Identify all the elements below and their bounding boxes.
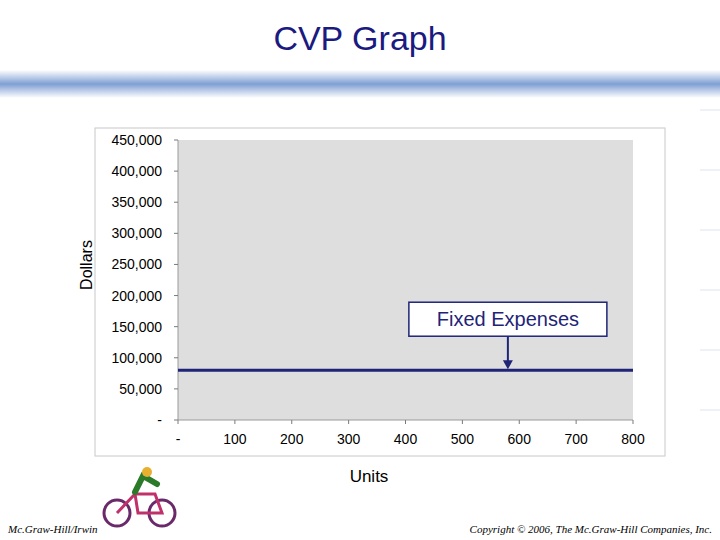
arrow-head <box>503 360 513 369</box>
y-tick-label: 400,000 <box>111 163 162 179</box>
annotation-arrow <box>507 336 509 361</box>
decoration <box>700 230 720 231</box>
y-axis <box>178 140 179 420</box>
x-tick-label: 300 <box>337 431 361 447</box>
y-tick <box>174 264 178 265</box>
title: CVP Graph <box>273 19 446 57</box>
annotation-text: Fixed Expenses <box>437 308 579 330</box>
y-axis-label: Dollars <box>78 240 95 290</box>
x-tick <box>178 420 179 424</box>
x-tick-label: 100 <box>223 431 247 447</box>
x-tick-label: 400 <box>394 431 418 447</box>
y-tick <box>174 202 178 203</box>
x-tick <box>348 420 349 424</box>
y-tick-label: - <box>157 412 162 428</box>
y-tick <box>174 233 178 234</box>
y-tick-label: 300,000 <box>111 225 162 241</box>
x-tick-label: 500 <box>451 431 475 447</box>
y-tick-label: 50,000 <box>119 381 162 397</box>
decoration <box>700 110 720 111</box>
x-tick <box>405 420 406 424</box>
decoration <box>700 290 720 291</box>
chart-frame <box>95 128 665 456</box>
decoration <box>700 170 720 171</box>
footer-left: Mc.Graw-Hill/Irwin <box>7 523 98 535</box>
rider <box>135 476 157 492</box>
y-tick <box>174 140 178 141</box>
bicycle-icon <box>104 467 175 526</box>
y-tick <box>174 295 178 296</box>
rider-head <box>142 467 152 477</box>
header-band <box>0 70 720 98</box>
x-tick <box>519 420 520 424</box>
x-axis-label: Units <box>350 467 389 486</box>
y-tick-label: 250,000 <box>111 256 162 272</box>
x-tick-label: 800 <box>621 431 645 447</box>
annotation-box <box>409 302 607 336</box>
y-tick <box>174 357 178 358</box>
x-tick-label: - <box>176 431 181 447</box>
footer-right: Copyright © 2006, The Mc.Graw-Hill Compa… <box>470 523 712 535</box>
fixed-expense-line <box>178 369 633 372</box>
x-tick-label: 600 <box>508 431 532 447</box>
x-tick-label: 200 <box>280 431 304 447</box>
y-tick-label: 100,000 <box>111 350 162 366</box>
y-tick-label: 200,000 <box>111 288 162 304</box>
x-tick <box>291 420 292 424</box>
y-tick <box>174 420 178 421</box>
x-tick <box>234 420 235 424</box>
x-tick-label: 700 <box>564 431 588 447</box>
y-tick-label: 350,000 <box>111 194 162 210</box>
y-tick <box>174 388 178 389</box>
data-group <box>178 370 633 371</box>
decoration <box>700 410 720 411</box>
plot-area <box>178 140 633 420</box>
frame <box>117 494 162 513</box>
x-tick <box>462 420 463 424</box>
decoration <box>700 350 720 351</box>
x-tick <box>576 420 577 424</box>
x-tick <box>633 420 634 424</box>
y-tick-label: 450,000 <box>111 132 162 148</box>
y-tick <box>174 326 178 327</box>
y-tick <box>174 171 178 172</box>
y-tick-label: 150,000 <box>111 319 162 335</box>
slide: CVP Graph - 50,000 100,000 150,000 200,000 250… <box>0 0 720 540</box>
